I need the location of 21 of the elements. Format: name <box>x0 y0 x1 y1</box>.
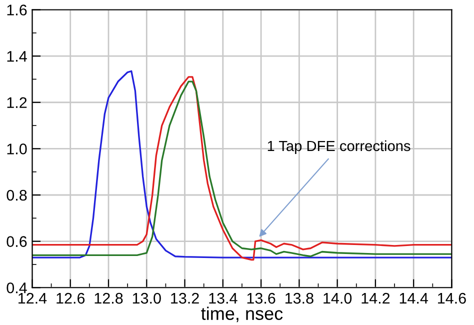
x-tick-label: 13.4 <box>209 292 238 304</box>
y-tick-label: 0.8 <box>6 190 27 201</box>
x-tick-label: 14.4 <box>400 293 428 304</box>
x-tick-label: 13.0 <box>132 292 161 304</box>
y-tick-label: 1.2 <box>7 97 27 108</box>
x-tick-label: 12.4 <box>18 292 47 304</box>
y-tick-label: 1.0 <box>7 144 27 154</box>
x-tick-label: 13.8 <box>285 292 314 304</box>
y-tick-label: 1.6 <box>7 4 27 16</box>
x-tick-label: 14.6 <box>438 292 466 304</box>
x-tick-label: 14.0 <box>324 292 352 304</box>
y-tick-label: 1.4 <box>7 51 27 62</box>
y-tick-label: 0.4 <box>6 282 27 294</box>
x-tick-label: 14.2 <box>362 292 390 304</box>
annotation: 1 Tap DFE corrections <box>268 140 410 154</box>
y-tick-label: 0.6 <box>6 236 27 247</box>
x-axis-title: time, nsec <box>201 306 283 322</box>
x-tick-label: 12.8 <box>94 292 123 304</box>
x-tick-label: 13.6 <box>247 292 276 304</box>
x-tick-label: 13.2 <box>171 292 199 304</box>
x-tick-label: 12.6 <box>56 292 85 304</box>
